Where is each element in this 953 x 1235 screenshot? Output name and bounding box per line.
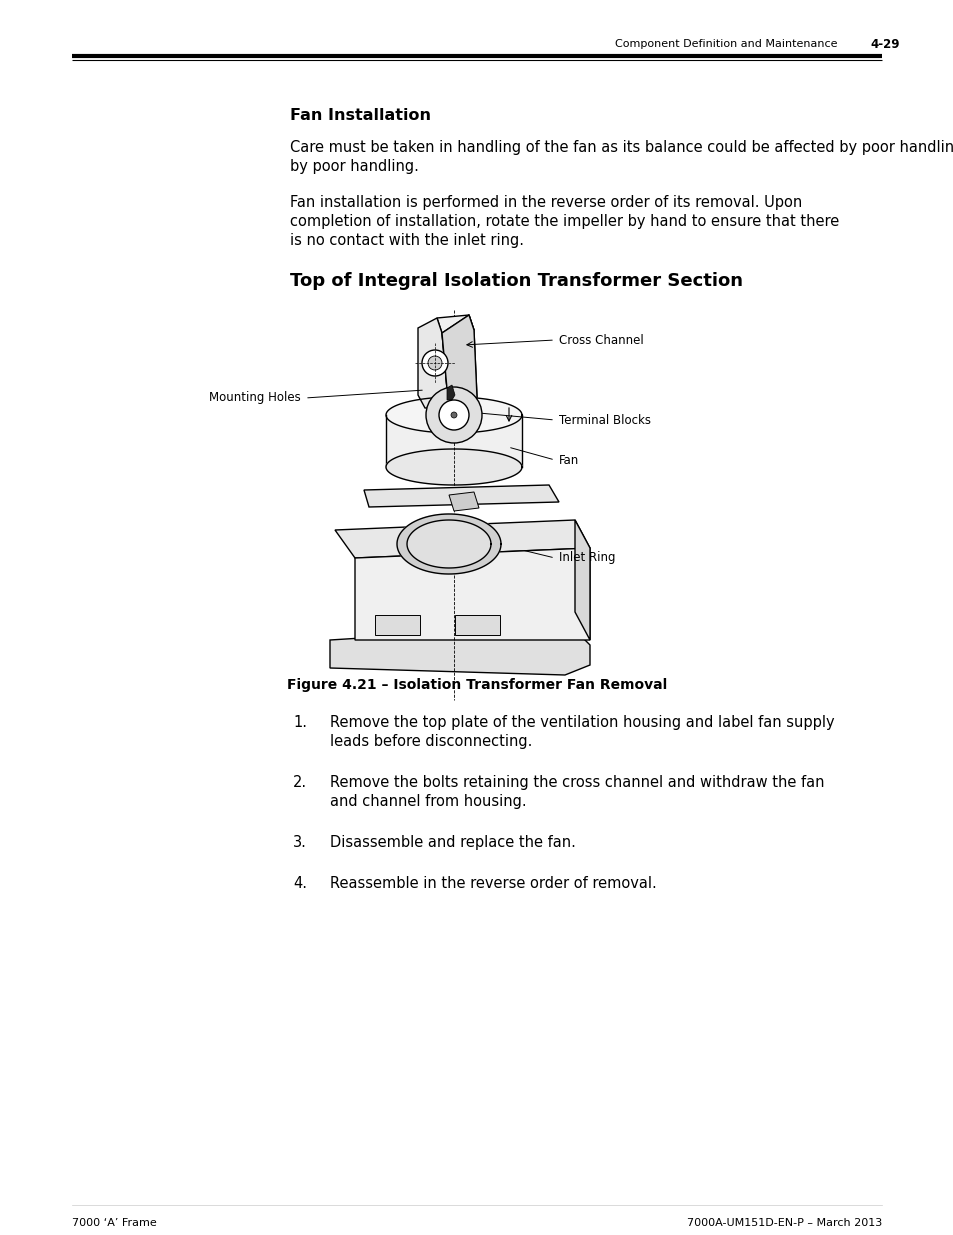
Polygon shape	[375, 615, 419, 635]
Text: 2.: 2.	[293, 776, 307, 790]
Text: 4-29: 4-29	[869, 37, 899, 51]
Text: completion of installation, rotate the impeller by hand to ensure that there: completion of installation, rotate the i…	[290, 214, 839, 228]
Polygon shape	[441, 315, 476, 408]
Polygon shape	[417, 317, 448, 408]
Text: 7000A-UM151D-EN-P – March 2013: 7000A-UM151D-EN-P – March 2013	[686, 1218, 882, 1228]
Circle shape	[428, 356, 441, 370]
Polygon shape	[575, 520, 589, 640]
Text: Fan Installation: Fan Installation	[290, 107, 431, 124]
Text: Mounting Holes: Mounting Holes	[209, 391, 301, 405]
Text: 1.: 1.	[293, 715, 307, 730]
Text: Fan installation is performed in the reverse order of its removal. Upon: Fan installation is performed in the rev…	[290, 195, 801, 210]
Polygon shape	[386, 450, 521, 485]
Text: Fan: Fan	[558, 453, 578, 467]
Polygon shape	[386, 415, 521, 467]
Text: 4.: 4.	[293, 876, 307, 890]
Text: Disassemble and replace the fan.: Disassemble and replace the fan.	[330, 835, 576, 850]
Text: Component Definition and Maintenance: Component Definition and Maintenance	[615, 40, 837, 49]
Polygon shape	[335, 520, 589, 558]
Circle shape	[426, 387, 481, 443]
Text: Top of Integral Isolation Transformer Section: Top of Integral Isolation Transformer Se…	[290, 272, 742, 290]
Polygon shape	[364, 485, 558, 508]
Polygon shape	[455, 615, 499, 635]
Text: by poor handling.: by poor handling.	[290, 159, 418, 174]
Polygon shape	[355, 548, 589, 640]
Circle shape	[451, 412, 456, 417]
Circle shape	[438, 400, 469, 430]
Polygon shape	[449, 492, 478, 511]
Text: Terminal Blocks: Terminal Blocks	[558, 414, 650, 426]
Text: Inlet Ring: Inlet Ring	[558, 552, 615, 564]
Polygon shape	[330, 625, 589, 676]
Polygon shape	[396, 514, 500, 574]
Circle shape	[421, 350, 448, 375]
Text: Cross Channel: Cross Channel	[558, 333, 643, 347]
Text: Care must be taken in handling of the fan as its balance could be affected by po: Care must be taken in handling of the fa…	[290, 140, 953, 156]
Text: 3.: 3.	[293, 835, 307, 850]
Polygon shape	[407, 520, 491, 568]
Text: Reassemble in the reverse order of removal.: Reassemble in the reverse order of remov…	[330, 876, 656, 890]
Text: Remove the bolts retaining the cross channel and withdraw the fan: Remove the bolts retaining the cross cha…	[330, 776, 823, 790]
Polygon shape	[386, 396, 521, 433]
Polygon shape	[441, 315, 476, 408]
Text: 7000 ‘A’ Frame: 7000 ‘A’ Frame	[71, 1218, 156, 1228]
Text: Figure 4.21 – Isolation Transformer Fan Removal: Figure 4.21 – Isolation Transformer Fan …	[287, 678, 666, 692]
Polygon shape	[436, 315, 474, 333]
Text: leads before disconnecting.: leads before disconnecting.	[330, 734, 532, 748]
Text: is no contact with the inlet ring.: is no contact with the inlet ring.	[290, 233, 523, 248]
Polygon shape	[447, 385, 455, 400]
Text: and channel from housing.: and channel from housing.	[330, 794, 526, 809]
Text: Remove the top plate of the ventilation housing and label fan supply: Remove the top plate of the ventilation …	[330, 715, 834, 730]
